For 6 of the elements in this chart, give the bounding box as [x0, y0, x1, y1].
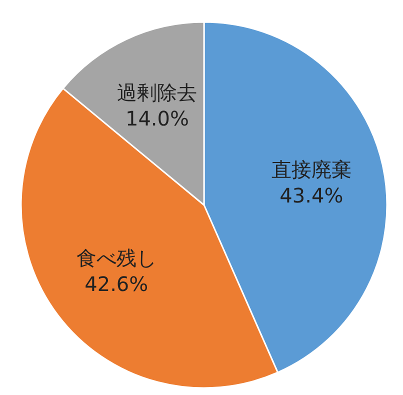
data-label: 42.6%	[84, 272, 148, 296]
data-label: 43.4%	[280, 183, 344, 208]
slice-label: 直接廃棄	[271, 157, 352, 182]
slice-label: 過剰除去	[117, 80, 198, 105]
data-label: 14.0%	[125, 106, 190, 131]
slice-label: 食べ残し	[76, 246, 156, 270]
